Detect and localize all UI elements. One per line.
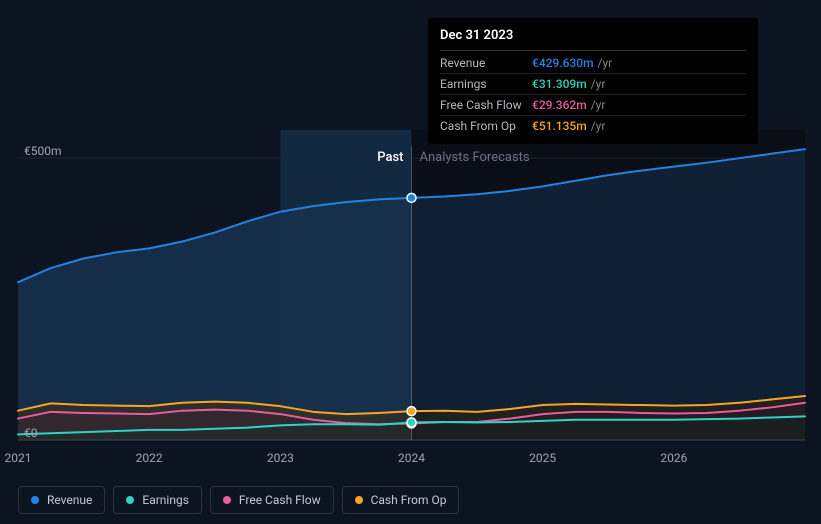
chart-tooltip: Dec 31 2023 Revenue€429.630m/yrEarnings€… xyxy=(428,18,758,144)
x-axis-label: 2021 xyxy=(5,451,32,465)
tooltip-metric-label: Earnings xyxy=(440,75,532,93)
tooltip-metric-value: €429.630m xyxy=(532,54,594,72)
x-axis-label: 2023 xyxy=(267,451,294,465)
tooltip-row: Earnings€31.309m/yr xyxy=(440,74,746,95)
tooltip-row: Revenue€429.630m/yr xyxy=(440,53,746,74)
tooltip-unit: /yr xyxy=(591,75,606,93)
tooltip-unit: /yr xyxy=(591,96,606,114)
tooltip-row: Cash From Op€51.135m/yr xyxy=(440,116,746,136)
past-section-label: Past xyxy=(18,150,404,165)
tooltip-metric-value: €31.309m xyxy=(532,75,587,93)
tooltip-row: Free Cash Flow€29.362m/yr xyxy=(440,95,746,116)
legend-dot-icon xyxy=(355,496,363,504)
legend-dot-icon xyxy=(31,496,39,504)
x-axis-label: 2026 xyxy=(660,451,687,465)
y-axis-label: €0 xyxy=(24,426,38,440)
legend-dot-icon xyxy=(126,496,134,504)
tooltip-metric-label: Cash From Op xyxy=(440,117,532,135)
tooltip-unit: /yr xyxy=(598,54,613,72)
legend-label: Free Cash Flow xyxy=(239,493,321,507)
tooltip-metric-label: Free Cash Flow xyxy=(440,96,532,114)
chart-legend: Revenue Earnings Free Cash Flow Cash From O… xyxy=(18,486,459,514)
tooltip-unit: /yr xyxy=(591,117,606,135)
legend-label: Revenue xyxy=(47,493,92,507)
tooltip-metric-label: Revenue xyxy=(440,54,532,72)
tooltip-metric-value: €29.362m xyxy=(532,96,587,114)
legend-item-cash-from-op[interactable]: Cash From Op xyxy=(342,486,460,514)
x-axis-label: 2025 xyxy=(529,451,556,465)
legend-item-revenue[interactable]: Revenue xyxy=(18,486,105,514)
x-axis-label: 2024 xyxy=(398,451,425,465)
legend-item-free-cash-flow[interactable]: Free Cash Flow xyxy=(210,486,334,514)
legend-item-earnings[interactable]: Earnings xyxy=(113,486,202,514)
x-axis-label: 2022 xyxy=(136,451,163,465)
tooltip-metric-value: €51.135m xyxy=(532,117,587,135)
legend-dot-icon xyxy=(223,496,231,504)
forecast-section-label: Analysts Forecasts xyxy=(420,150,530,165)
tooltip-date: Dec 31 2023 xyxy=(440,26,746,51)
financial-chart: €0€500m 202120222023202420252026 PastAna… xyxy=(0,0,821,524)
legend-label: Earnings xyxy=(142,493,189,507)
legend-label: Cash From Op xyxy=(371,493,447,507)
